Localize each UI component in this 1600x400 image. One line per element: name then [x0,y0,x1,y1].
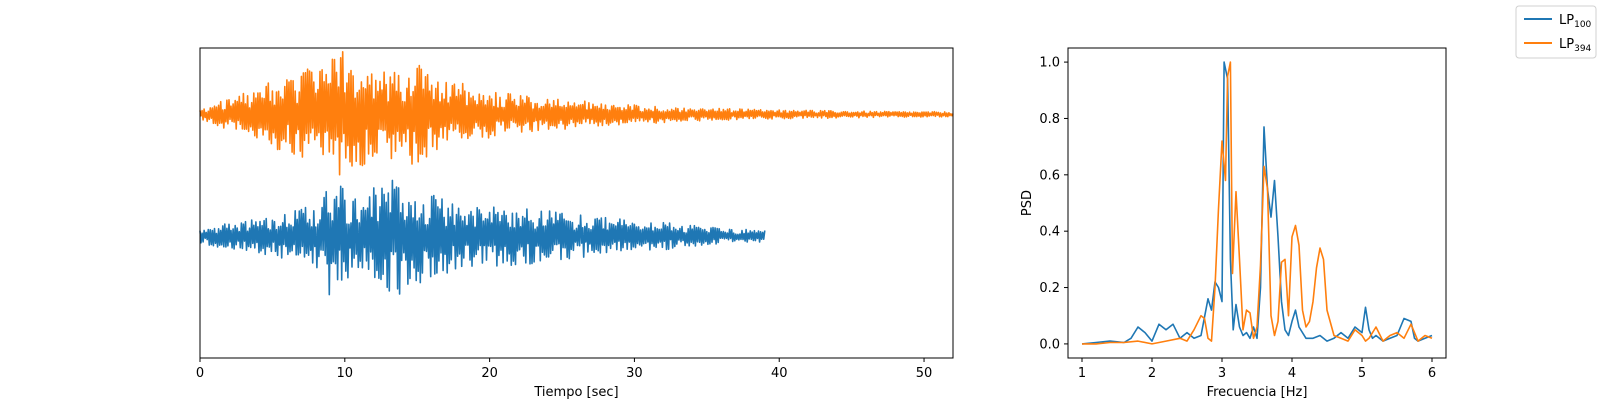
y-tick-label: 0.8 [1039,112,1060,127]
psd-frame [1067,47,1447,359]
psd-y-ticks: 0.0 0.2 0.4 0.6 0.8 1.0 [1039,56,1068,352]
legend-label-lp394-sub: 394 [1574,44,1591,54]
x-tick-label: 4 [1288,366,1296,381]
psd-ylabel: PSD [1020,190,1035,216]
x-tick-label: 1 [1078,366,1086,381]
time-series-frame [199,47,954,359]
legend: LP100 LP394 [1515,5,1597,59]
y-tick-label: 0.0 [1039,337,1060,352]
time-series-x-ticks: 0 10 20 30 40 50 [196,358,932,381]
x-tick-label: 20 [481,366,498,381]
x-tick-label: 6 [1428,366,1436,381]
series-line-lp394 [199,50,954,176]
time-series-xlabel: Tiempo [sec] [533,385,618,400]
y-tick-label: 0.6 [1039,168,1060,183]
x-tick-label: 30 [626,366,643,381]
psd-line-lp394 [1082,61,1433,345]
psd-line-lp100 [1081,61,1433,345]
y-tick-label: 0.2 [1039,281,1060,296]
psd-xlabel: Frecuencia [Hz] [1207,385,1308,400]
legend-label-lp100: LP100 [1559,13,1592,30]
legend-label-lp394-base: LP [1559,37,1574,52]
psd-axes: 1 2 3 4 5 6 0.0 0.2 0.4 0.6 0.8 1.0 Frecuencia [Hz… [1020,47,1447,400]
legend-label-lp100-sub: 100 [1574,20,1591,30]
psd-lines [1081,61,1433,345]
y-tick-label: 1.0 [1039,56,1060,71]
series-line-lp100 [199,179,766,296]
time-series-lines [199,50,954,296]
x-tick-label: 40 [771,366,788,381]
x-tick-label: 50 [916,366,933,381]
x-tick-label: 5 [1358,366,1366,381]
legend-label-lp394: LP394 [1559,37,1592,54]
x-tick-label: 0 [196,366,204,381]
legend-label-lp100-base: LP [1559,13,1574,28]
time-series-axes: 0 10 20 30 40 50 Tiempo [sec] [196,47,954,400]
y-tick-label: 0.4 [1039,225,1060,240]
x-tick-label: 10 [337,366,354,381]
x-tick-label: 2 [1148,366,1156,381]
x-tick-label: 3 [1218,366,1226,381]
psd-x-ticks: 1 2 3 4 5 6 [1078,358,1436,381]
